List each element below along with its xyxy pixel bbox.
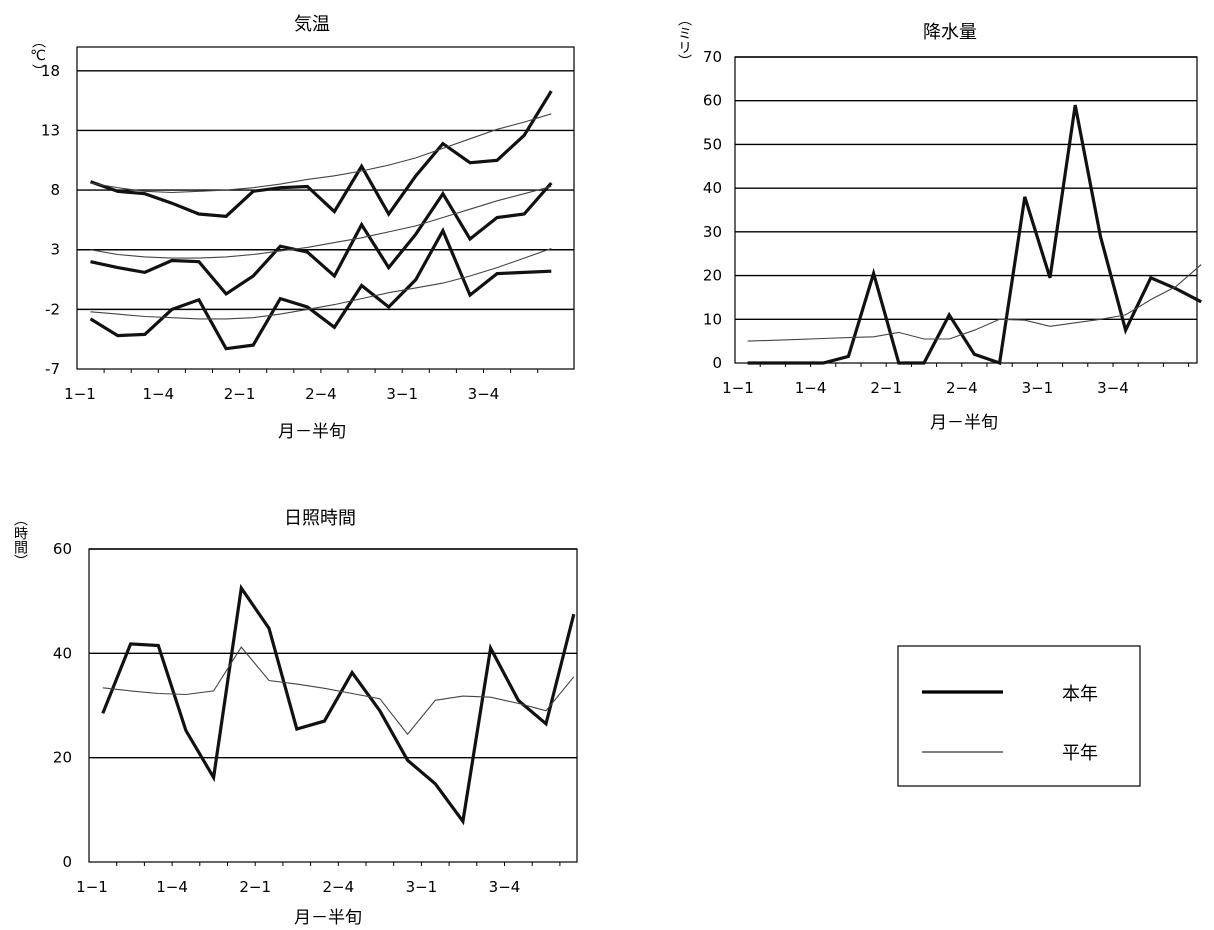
temperature-series-normal-max: [90, 113, 552, 194]
precipitation-y-tick-label: 50: [703, 135, 722, 153]
precipitation-y-tick-label: 10: [703, 310, 722, 328]
precipitation-x-tick-label: 1−1: [722, 379, 754, 397]
precipitation-chart: 降水量 （ミリ） 月－半旬 0 10 20 30 40 50 60 70 1−1 1−4 2−1 2−…: [676, 12, 1202, 433]
temperature-y-label: （℃）: [30, 34, 46, 78]
temperature-y-tick-label: 13: [41, 121, 60, 139]
temperature-x-tick-label: 3−1: [386, 385, 418, 403]
sunshine-y-tick-label: 40: [53, 644, 72, 662]
precipitation-y-label: （ミリ）: [676, 12, 692, 68]
precipitation-series-normal: [747, 264, 1202, 342]
temperature-y-tick-label: -7: [45, 360, 60, 378]
temperature-y-tick-label: 3: [50, 241, 60, 259]
precipitation-x-tick-label: 3−1: [1022, 379, 1054, 397]
precipitation-y-tick-label: 20: [703, 267, 722, 285]
legend-box: [897, 645, 1141, 787]
sunshine-x-tick-label: 2−1: [239, 878, 271, 896]
sunshine-x-tick-label: 2−4: [322, 878, 354, 896]
temperature-title: 気温: [294, 14, 330, 35]
sunshine-x-tick-label: 3−1: [406, 878, 438, 896]
legend-this-year-label: 本年: [1062, 684, 1098, 705]
precipitation-x-tick-label: 3−4: [1097, 379, 1129, 397]
precipitation-y-tick-label: 0: [712, 354, 722, 372]
sunshine-y-tick-label: 60: [53, 540, 72, 558]
temperature-x-tick-label: 2−4: [305, 385, 337, 403]
sunshine-x-tick-label: 3−4: [489, 878, 521, 896]
precipitation-plot-frame: [734, 56, 1198, 364]
precipitation-x-tick-label: 1−4: [795, 379, 827, 397]
temperature-y-tick-label: 8: [50, 181, 60, 199]
sunshine-series-normal: [102, 646, 575, 736]
precipitation-y-tick-label: 40: [703, 179, 722, 197]
sunshine-y-tick-label: 20: [53, 749, 72, 767]
temperature-y-tick-label: -2: [45, 300, 60, 318]
temperature-series-normal-mean: [90, 185, 552, 259]
precipitation-series-this-year: [747, 104, 1202, 366]
sunshine-series-this-year: [101, 583, 576, 826]
temperature-series-this-year-min: [89, 227, 552, 351]
precipitation-x-tick-label: 2−4: [946, 379, 978, 397]
sunshine-x-label: 月－半旬: [294, 908, 362, 928]
temperature-x-tick-label: 3−4: [468, 385, 500, 403]
precipitation-y-tick-label: 70: [703, 48, 722, 66]
temperature-x-tick-label: 1−1: [64, 385, 96, 403]
temperature-x-tick-label: 2−1: [224, 385, 256, 403]
temperature-series-this-year-mean: [90, 181, 553, 297]
sunshine-x-tick-label: 1−1: [76, 878, 108, 896]
temperature-x-label: 月－半旬: [278, 422, 346, 442]
temperature-chart: 気温 （℃） 月－半旬 -7 -2 3 8 13 18 1−1 1−4 2−1 2−4 3−1 3−4: [30, 14, 575, 442]
precipitation-y-tick-label: 60: [703, 92, 722, 110]
temperature-plot-frame: [76, 46, 575, 370]
temperature-series-this-year-max: [89, 90, 553, 218]
legend: 本年 平年: [897, 645, 1141, 787]
sunshine-x-tick-label: 1−4: [156, 878, 188, 896]
precipitation-x-tick-label: 2−1: [870, 379, 902, 397]
legend-normal-label: 平年: [1062, 743, 1098, 764]
precipitation-y-tick-label: 30: [703, 223, 722, 241]
sunshine-chart: 日照時間 （時間） 月－半旬 0 20 40 60 1−1 1−4 2−1 2−4 3−1 3−4: [12, 508, 578, 928]
sunshine-y-label: （時間）: [12, 512, 28, 568]
precipitation-title: 降水量: [923, 22, 977, 43]
temperature-x-tick-label: 1−4: [142, 385, 174, 403]
precipitation-x-label: 月－半旬: [930, 413, 998, 433]
temperature-series-normal-min: [90, 247, 552, 320]
sunshine-plot-frame: [88, 548, 578, 863]
sunshine-title: 日照時間: [284, 508, 356, 529]
sunshine-y-tick-label: 0: [62, 853, 72, 871]
temperature-y-tick-label: 18: [41, 62, 60, 80]
